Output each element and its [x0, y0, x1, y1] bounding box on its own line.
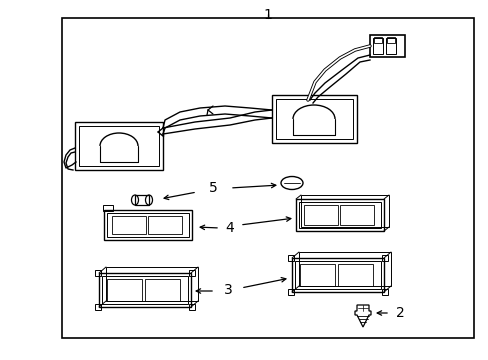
Bar — [189, 304, 195, 310]
Bar — [295, 199, 383, 231]
Bar — [107, 279, 142, 301]
Bar — [99, 273, 191, 307]
Bar — [102, 276, 187, 304]
Bar — [75, 122, 163, 170]
Bar — [107, 213, 189, 237]
Bar — [381, 289, 387, 295]
Bar — [106, 267, 198, 301]
Bar — [79, 126, 159, 166]
Bar — [95, 270, 101, 276]
Text: 4: 4 — [225, 221, 234, 235]
Bar — [103, 205, 113, 211]
Bar — [145, 279, 180, 301]
Bar — [294, 261, 380, 289]
Bar — [373, 37, 381, 43]
Bar — [339, 205, 373, 225]
Bar — [135, 195, 149, 205]
Bar — [287, 255, 293, 261]
Bar — [372, 38, 382, 54]
Bar — [287, 289, 293, 295]
Bar — [337, 264, 372, 286]
Bar — [298, 202, 380, 228]
Bar — [271, 95, 356, 143]
Bar — [381, 255, 387, 261]
Bar — [112, 216, 146, 234]
Bar — [275, 99, 352, 139]
Bar — [298, 252, 390, 286]
Bar — [95, 304, 101, 310]
Bar — [369, 35, 404, 57]
Bar — [301, 195, 388, 227]
Bar — [299, 264, 334, 286]
Text: 3: 3 — [223, 283, 232, 297]
Bar — [304, 205, 337, 225]
Text: 2: 2 — [395, 306, 404, 320]
Text: 1: 1 — [263, 8, 272, 22]
Bar — [104, 210, 192, 240]
Bar — [386, 37, 394, 43]
Text: 5: 5 — [208, 181, 217, 195]
Bar — [385, 38, 395, 54]
Bar — [62, 18, 473, 338]
Bar — [189, 270, 195, 276]
Bar — [291, 258, 383, 292]
Bar — [148, 216, 182, 234]
